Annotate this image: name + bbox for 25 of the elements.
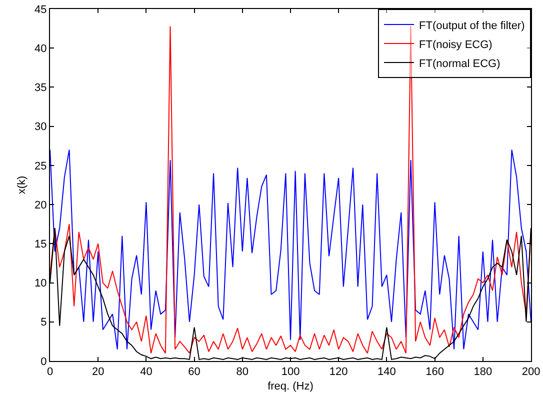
x-tick-label: 200 [522, 366, 540, 378]
x-tick-label: 60 [188, 366, 200, 378]
x-tick-label: 180 [474, 366, 492, 378]
y-tick-label: 40 [34, 42, 47, 55]
x-tick-label: 140 [378, 366, 396, 378]
y-tick-label: 45 [34, 4, 47, 16]
x-tick-label: 20 [92, 366, 104, 378]
legend-label: FT(noisy ECG) [419, 38, 492, 51]
legend-label: FT(output of the filter) [419, 20, 525, 32]
x-tick-label: 120 [329, 366, 348, 378]
y-tick-label: 35 [34, 82, 47, 94]
y-tick-label: 5 [40, 316, 47, 329]
x-tick-label: 40 [140, 366, 152, 378]
x-tick-label: 100 [281, 366, 300, 378]
y-tick-label: 25 [34, 160, 47, 172]
y-tick-label: 10 [34, 278, 47, 290]
x-axis-title: freq. (Hz) [268, 380, 314, 392]
legend-label: FT(normal ECG) [419, 58, 500, 70]
y-tick-label: 15 [34, 238, 47, 251]
x-tick-label: 160 [426, 366, 444, 378]
y-axis-title: x(k) [16, 176, 28, 194]
y-tick-label: 30 [34, 121, 47, 134]
y-tick-label: 0 [40, 356, 47, 368]
y-tick-label: 20 [34, 199, 47, 212]
x-tick-label: 80 [236, 366, 249, 378]
